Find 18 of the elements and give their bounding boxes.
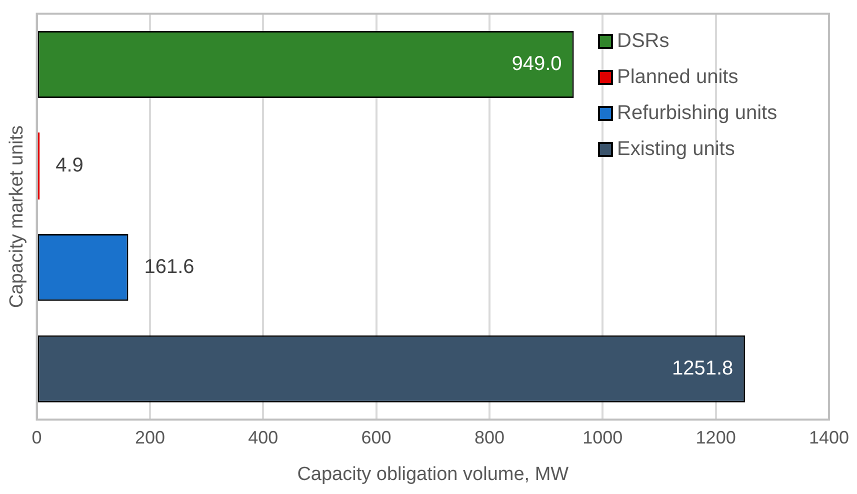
legend-label: Existing units (617, 137, 735, 162)
x-tick-label: 200 (134, 427, 165, 448)
legend-label: DSRs (617, 29, 670, 54)
data-label: 4.9 (56, 154, 84, 176)
x-tick-label: 1400 (808, 427, 849, 448)
x-tick-label: 0 (32, 427, 42, 448)
data-label: 1251.8 (672, 357, 734, 380)
y-axis-title: Capacity market units (6, 125, 28, 308)
x-tick-label: 1000 (582, 427, 623, 448)
x-tick-label: 1200 (696, 427, 736, 448)
legend-label: Refurbishing units (617, 101, 778, 126)
x-axis-title: Capacity obligation volume, MW (297, 464, 569, 485)
x-tick-label: 800 (474, 427, 504, 448)
legend-label: Planned units (617, 65, 738, 90)
x-tick-label: 400 (248, 427, 278, 448)
x-tick-label: 600 (361, 427, 392, 448)
data-label: 161.6 (144, 256, 194, 278)
data-label: 949.0 (512, 53, 562, 76)
